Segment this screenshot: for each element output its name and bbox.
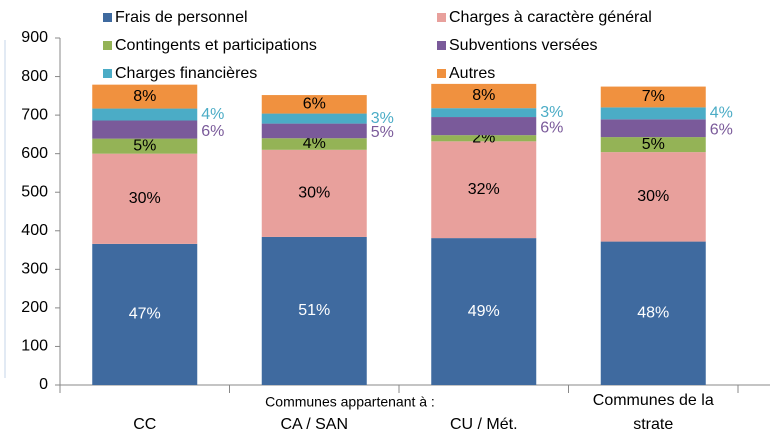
legend-swatch bbox=[103, 41, 112, 50]
data-label: 30% bbox=[129, 190, 161, 207]
data-label: 51% bbox=[298, 302, 330, 319]
bar-segment bbox=[600, 152, 706, 242]
data-label: 3% bbox=[540, 104, 563, 121]
data-label: 6% bbox=[540, 119, 563, 136]
y-tick-label: 600 bbox=[21, 145, 48, 162]
bar-segment bbox=[261, 149, 367, 237]
legend-label: Frais de personnel bbox=[115, 9, 248, 26]
data-label: 5% bbox=[642, 136, 665, 153]
bar-segment bbox=[600, 119, 706, 138]
legend-swatch bbox=[437, 13, 446, 22]
data-label: 30% bbox=[298, 185, 330, 202]
bar-segment bbox=[431, 83, 537, 109]
bar-segment bbox=[92, 120, 198, 139]
data-label: 6% bbox=[201, 123, 224, 140]
bar-segment bbox=[600, 137, 706, 153]
legend-swatch bbox=[437, 41, 446, 50]
legend-label: Subventions versées bbox=[449, 37, 598, 54]
data-label: 3% bbox=[371, 110, 394, 127]
bar-segment bbox=[261, 236, 367, 385]
data-label: 4% bbox=[201, 106, 224, 123]
legend-label: Charges financières bbox=[115, 65, 257, 82]
bar-segment bbox=[431, 141, 537, 239]
legend-swatch bbox=[437, 69, 446, 78]
data-label: 48% bbox=[637, 305, 669, 322]
data-label: 49% bbox=[468, 303, 500, 320]
bar-segment bbox=[261, 113, 367, 124]
bar-segment bbox=[92, 153, 198, 244]
data-label: 5% bbox=[133, 137, 156, 154]
data-label: 47% bbox=[129, 306, 161, 323]
x-tick-label: CU / Mét. bbox=[449, 416, 518, 433]
bar-segment bbox=[431, 108, 537, 118]
data-label: 32% bbox=[468, 181, 500, 198]
bar-segment bbox=[431, 135, 537, 142]
data-label: 6% bbox=[710, 121, 733, 138]
y-tick-label: 700 bbox=[21, 106, 48, 123]
legend-swatch bbox=[103, 69, 112, 78]
y-tick-label: 300 bbox=[21, 261, 48, 278]
bar-segment bbox=[600, 86, 706, 108]
legend-label: Autres bbox=[449, 65, 495, 82]
y-tick-label: 500 bbox=[21, 183, 48, 200]
x-tick-label: CC bbox=[133, 416, 157, 433]
x-tick-label: CA / SAN bbox=[280, 416, 349, 433]
legend-label: Charges à caractère général bbox=[449, 9, 652, 26]
y-tick-label: 200 bbox=[21, 299, 48, 316]
data-label: 4% bbox=[303, 135, 326, 152]
bar-segment bbox=[92, 243, 198, 385]
data-label: 7% bbox=[642, 88, 665, 105]
bar-segment bbox=[92, 84, 198, 109]
data-label: 4% bbox=[710, 105, 733, 122]
legend-swatch bbox=[103, 13, 112, 22]
y-tick-label: 0 bbox=[39, 376, 48, 393]
y-tick-label: 100 bbox=[21, 338, 48, 355]
bar-segment bbox=[600, 241, 706, 385]
bar-segment bbox=[92, 138, 198, 154]
bar-segment bbox=[261, 95, 367, 114]
data-label: 30% bbox=[637, 188, 669, 205]
bar-segment bbox=[431, 117, 537, 136]
legend-label: Contingents et participations bbox=[115, 37, 317, 54]
x-axis-label: Communes appartenant à : bbox=[265, 394, 435, 410]
bar-segment bbox=[600, 107, 706, 120]
data-label: 6% bbox=[303, 96, 326, 113]
bar-segment bbox=[261, 138, 367, 150]
data-label: 8% bbox=[133, 88, 156, 105]
y-tick-label: 800 bbox=[21, 68, 48, 85]
data-label: 5% bbox=[371, 124, 394, 141]
bar-segment bbox=[261, 123, 367, 139]
bar-segment bbox=[92, 108, 198, 121]
data-label: 8% bbox=[472, 87, 495, 104]
y-tick-label: 900 bbox=[21, 29, 48, 46]
x-tick-label: Communes de la strate bbox=[592, 392, 714, 433]
y-tick-label: 400 bbox=[21, 222, 48, 239]
bar-segment bbox=[431, 238, 537, 385]
